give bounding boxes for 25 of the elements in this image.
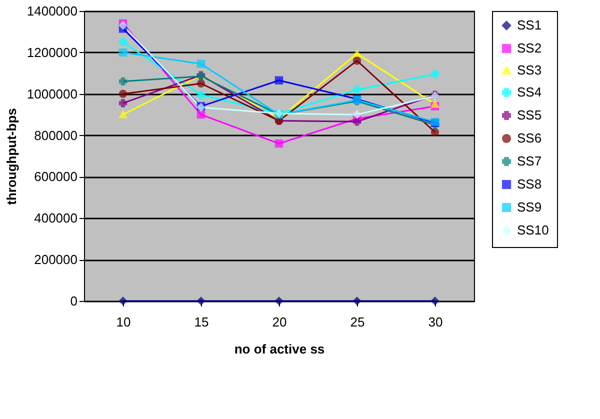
legend-label: SS1 <box>517 18 542 32</box>
y-tick-label: 400000 <box>34 210 78 226</box>
legend-label: SS9 <box>517 200 542 214</box>
legend-label: SS4 <box>517 84 542 100</box>
y-tick-label: 600000 <box>34 169 78 184</box>
y-axis-title: throughput-bps <box>4 108 19 205</box>
legend-label: SS6 <box>517 130 542 146</box>
y-tick-label: 1400000 <box>26 4 78 18</box>
x-tick-label: 25 <box>350 314 365 330</box>
legend-label: SS3 <box>517 62 542 78</box>
x-tick-label: 15 <box>194 314 209 330</box>
y-tick-label: 0 <box>70 294 78 308</box>
legend-label: SS5 <box>517 108 542 122</box>
x-tick-label: 20 <box>272 314 287 330</box>
legend-label: SS10 <box>517 222 549 238</box>
x-tick-label: 10 <box>116 314 131 330</box>
y-tick-label: 1000000 <box>26 86 78 102</box>
legend-label: SS8 <box>517 176 542 192</box>
legend-label: SS7 <box>517 154 542 168</box>
x-tick-label: 30 <box>428 314 443 330</box>
y-tick-label: 200000 <box>34 252 78 268</box>
y-tick-label: 1200000 <box>26 44 78 60</box>
x-axis-title: no of active ss <box>234 342 325 356</box>
y-tick-label: 800000 <box>34 128 78 143</box>
legend-label: SS2 <box>517 40 542 56</box>
